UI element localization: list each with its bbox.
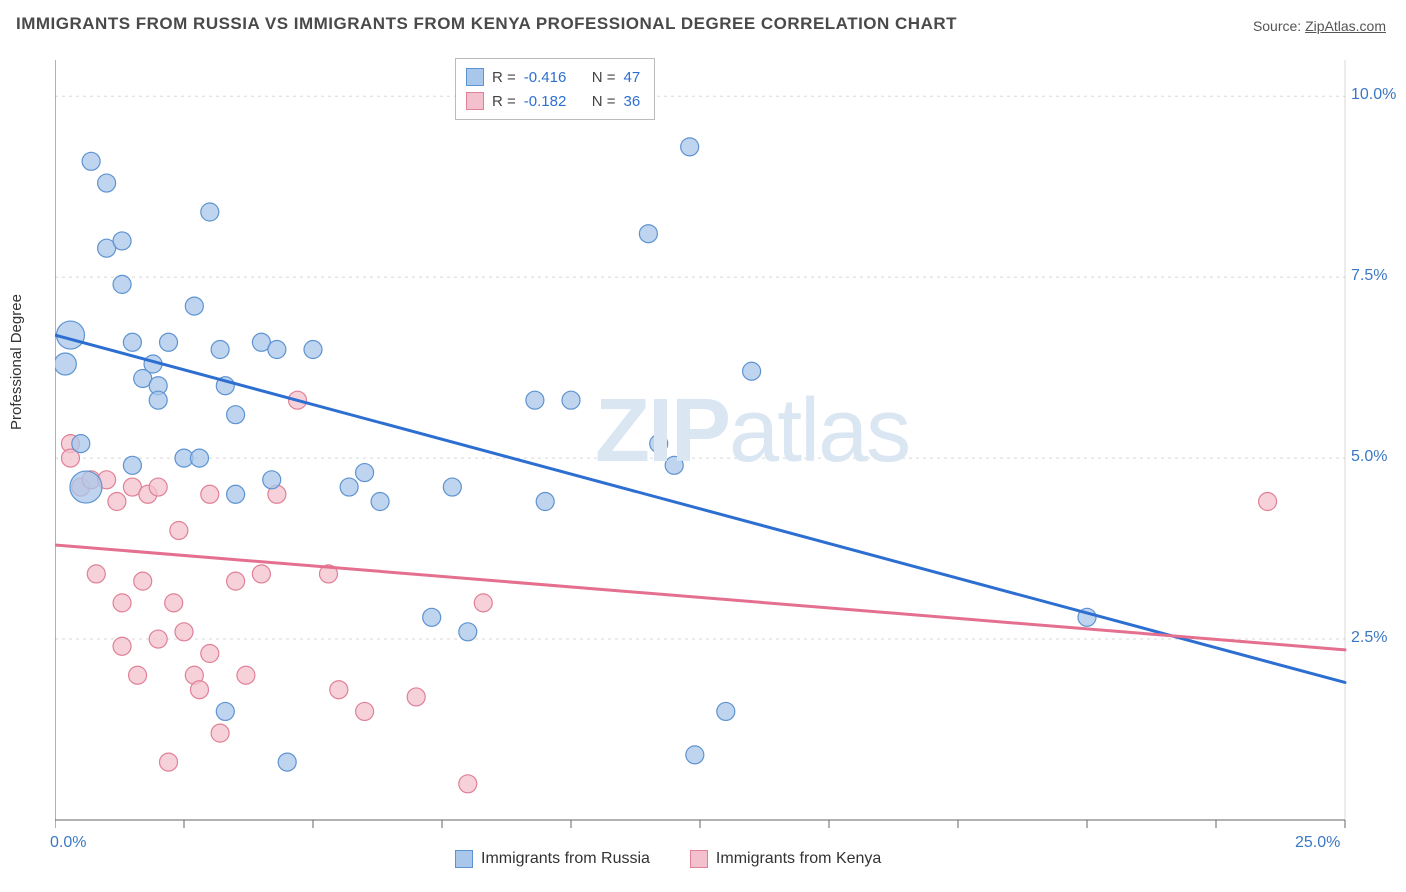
source-label: Source: ZipAtlas.com: [1253, 18, 1386, 34]
n-value: 36: [624, 93, 641, 110]
source-prefix: Source:: [1253, 18, 1305, 34]
axis-tick-label: 25.0%: [1295, 834, 1340, 852]
r-value: -0.182: [524, 93, 584, 110]
r-label: R =: [492, 93, 516, 110]
axis-tick-label: 2.5%: [1351, 629, 1387, 647]
r-value: -0.416: [524, 69, 584, 86]
stats-legend-row: R = -0.182 N = 36: [466, 89, 640, 113]
legend-swatch: [466, 68, 484, 86]
r-label: R =: [492, 69, 516, 86]
axis-tick-label: 10.0%: [1351, 86, 1396, 104]
legend-swatch: [455, 850, 473, 868]
legend-swatch: [690, 850, 708, 868]
legend-swatch: [466, 92, 484, 110]
n-label: N =: [592, 69, 616, 86]
stats-legend: R = -0.416 N = 47 R = -0.182 N = 36: [455, 58, 655, 120]
bottom-legend-item: Immigrants from Russia: [455, 850, 650, 868]
chart-title: IMMIGRANTS FROM RUSSIA VS IMMIGRANTS FRO…: [16, 14, 957, 34]
scatter-chart: [55, 50, 1385, 840]
axis-tick-label: 7.5%: [1351, 267, 1387, 285]
y-axis-label: Professional Degree: [8, 294, 25, 430]
n-label: N =: [592, 93, 616, 110]
axis-tick-label: 5.0%: [1351, 448, 1387, 466]
source-link[interactable]: ZipAtlas.com: [1305, 18, 1386, 34]
bottom-legend: Immigrants from Russia Immigrants from Ke…: [455, 850, 881, 868]
axis-tick-label: 0.0%: [50, 834, 86, 852]
bottom-legend-item: Immigrants from Kenya: [690, 850, 881, 868]
chart-area: ZIPatlas R =-0.416N =47R =-0.182N =36 Im…: [55, 50, 1385, 840]
n-value: 47: [624, 69, 641, 86]
stats-legend-row: R = -0.416 N = 47: [466, 65, 640, 89]
legend-label: Immigrants from Russia: [481, 850, 650, 868]
legend-label: Immigrants from Kenya: [716, 850, 881, 868]
